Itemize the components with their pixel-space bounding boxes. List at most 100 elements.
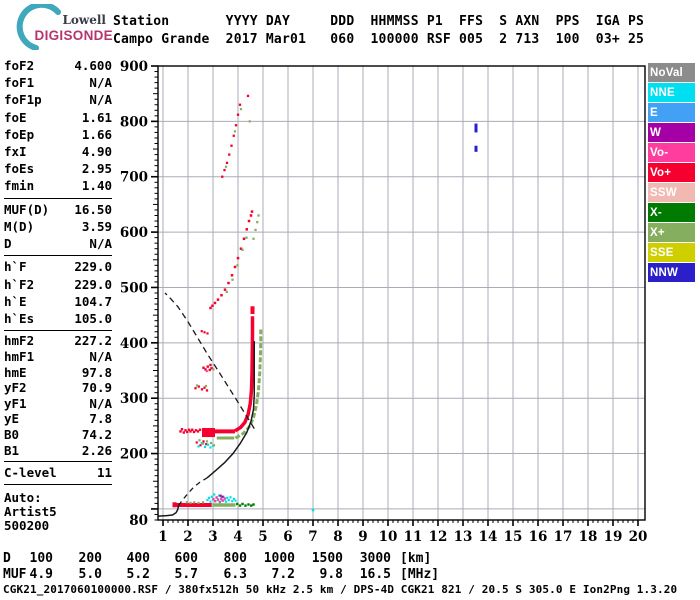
param-label: yF2 bbox=[4, 380, 27, 396]
param-row-d: D N/A bbox=[4, 235, 112, 252]
trace-Es-X-minus-dots bbox=[238, 504, 242, 507]
param-row-fof2: foF2 4.600 bbox=[4, 57, 112, 74]
param-value: 3.59 bbox=[81, 218, 112, 234]
trace-second-hop-O bbox=[230, 274, 234, 277]
muf-cell: 100 bbox=[29, 551, 53, 566]
muf-row-unit: [km] bbox=[400, 551, 432, 566]
param-label: h`Es bbox=[4, 311, 35, 327]
trace-Es-W-dots bbox=[219, 494, 222, 497]
param-value: 1.66 bbox=[81, 126, 112, 142]
param-label: B0 bbox=[4, 426, 20, 442]
trace-second-hop-O bbox=[227, 281, 230, 285]
trace-second-hop-O bbox=[209, 306, 212, 310]
param-value: 97.8 bbox=[81, 364, 112, 380]
legend-label: W bbox=[650, 126, 662, 139]
param-label: D bbox=[4, 236, 12, 252]
trace-second-hop-O bbox=[220, 293, 223, 297]
trace-Es-green-specks bbox=[185, 501, 188, 504]
param-label: hmF1 bbox=[4, 349, 35, 365]
trace-Es-NNE-cloud bbox=[223, 498, 226, 501]
station-header: Station YYYY DAY DDD HHMMSS P1 FFS S AXN… bbox=[113, 13, 644, 49]
trace-second-hop-O bbox=[239, 247, 243, 250]
param-value: 11 bbox=[96, 465, 112, 481]
legend-label: Vo- bbox=[650, 146, 669, 159]
x-axis-tick-label: 11 bbox=[404, 529, 423, 545]
param-row-foe: foE 1.61 bbox=[4, 109, 112, 126]
trace-second-hop-X bbox=[236, 264, 239, 267]
param-value: 4.600 bbox=[74, 58, 112, 73]
x-axis-tick-label: 14 bbox=[479, 529, 498, 545]
trace-third-hop-X bbox=[248, 120, 251, 123]
trace-Es-NNE-cloud bbox=[210, 495, 213, 498]
trace-Es-X-minus-dots bbox=[252, 503, 255, 506]
y-axis-tick-label: 400 bbox=[120, 336, 148, 352]
trace-second-hop-X bbox=[225, 290, 228, 294]
trace-Es-X-minus-dots bbox=[247, 503, 250, 506]
param-label: C-level bbox=[4, 465, 57, 481]
param-row-he: h`E 104.7 bbox=[4, 293, 112, 310]
y-axis-tick-label: 500 bbox=[120, 280, 148, 296]
x-axis-tick-label: 13 bbox=[454, 529, 473, 545]
param-label: M(D) bbox=[4, 218, 35, 234]
muf-row-label: D bbox=[3, 551, 11, 566]
divider bbox=[4, 484, 112, 486]
param-value: 4.90 bbox=[81, 144, 112, 160]
trace-mid-low-red bbox=[200, 388, 204, 391]
param-row-fof1: foF1 N/A bbox=[4, 74, 112, 91]
trace-mid-low-red bbox=[203, 386, 206, 389]
divider bbox=[4, 197, 112, 199]
param-label: hmF2 bbox=[4, 333, 35, 349]
legend-label: E bbox=[650, 106, 658, 119]
param-value: N/A bbox=[89, 395, 112, 411]
trace-Es-green-specks bbox=[189, 501, 192, 504]
trace-Es-X-minus-dots bbox=[236, 502, 239, 506]
param-row-foes: foEs 2.95 bbox=[4, 160, 112, 177]
muf-row-label: MUF bbox=[3, 566, 27, 582]
trace-Es-Vo-minus-dots bbox=[221, 499, 225, 502]
legend-item-x: X- bbox=[648, 203, 695, 222]
x-axis-tick-label: 4 bbox=[233, 529, 242, 545]
trace-third-hop-O bbox=[230, 144, 233, 147]
muf-cell: 5.0 bbox=[78, 566, 102, 582]
trace-Es-Vo-minus-dots bbox=[215, 496, 218, 499]
trace-third-hop-O bbox=[221, 175, 224, 178]
trace-under-scatter-green bbox=[201, 442, 205, 445]
trace-mid-cluster-green bbox=[212, 368, 215, 371]
x-axis-tick-label: 1 bbox=[158, 529, 167, 545]
trace-second-hop-O bbox=[216, 298, 220, 301]
trace-F-O-knee-asymptote bbox=[234, 316, 255, 433]
param-row-clevel: C-level 11 bbox=[4, 464, 112, 481]
x-axis-tick-label: 2 bbox=[183, 529, 192, 545]
parameter-panel: foF2 4.600 foF1 N/A foF1p N/A foE 1.61 foEp 1.66 f… bbox=[4, 57, 112, 533]
trace-mid-scatter-1 bbox=[200, 330, 203, 333]
parameter-group: MUF(D) 16.50 M(D) 3.59 D N/A bbox=[4, 201, 112, 253]
parameter-group: foF2 4.600 foF1 N/A foF1p N/A foE 1.61 foEp 1.66 f… bbox=[4, 57, 112, 195]
muf-cell: 7.2 bbox=[271, 566, 295, 582]
param-value: 227.2 bbox=[74, 333, 112, 349]
trace-under-scatter-green bbox=[198, 439, 201, 442]
muf-cell: 800 bbox=[223, 551, 247, 566]
trace-F-O-sparse bbox=[189, 430, 192, 433]
trace-mid-low-red bbox=[205, 389, 209, 392]
trace-Es-Vo-minus-dots bbox=[223, 497, 226, 500]
trace-under-scatter-cyan bbox=[206, 443, 210, 446]
logo-arc-icon bbox=[16, 4, 61, 50]
trace-second-hop-O bbox=[249, 214, 253, 217]
trace-under-scatter-green bbox=[205, 440, 209, 443]
trace-F-O-sparse bbox=[179, 430, 182, 433]
param-row-foep: foEp 1.66 bbox=[4, 126, 112, 143]
trace-Es-NNE-cloud bbox=[231, 500, 234, 503]
trace-under-scatter-red bbox=[199, 444, 202, 447]
y-axis-tick-label: 80 bbox=[129, 513, 148, 529]
legend-label: SSW bbox=[650, 186, 677, 199]
trace-mid-cluster-red bbox=[208, 368, 211, 372]
trace-lone-NNE-dot bbox=[311, 508, 315, 512]
trace-Es-green-specks bbox=[197, 501, 200, 504]
trace-second-hop-O bbox=[223, 288, 227, 291]
trace-under-scatter-cyan bbox=[203, 445, 207, 449]
param-row-md: M(D) 3.59 bbox=[4, 218, 112, 235]
param-value: N/A bbox=[89, 75, 112, 91]
trace-profile-F-region bbox=[206, 341, 255, 479]
trace-second-hop-O bbox=[233, 265, 237, 269]
param-row-hme: hmE 97.8 bbox=[4, 365, 112, 381]
